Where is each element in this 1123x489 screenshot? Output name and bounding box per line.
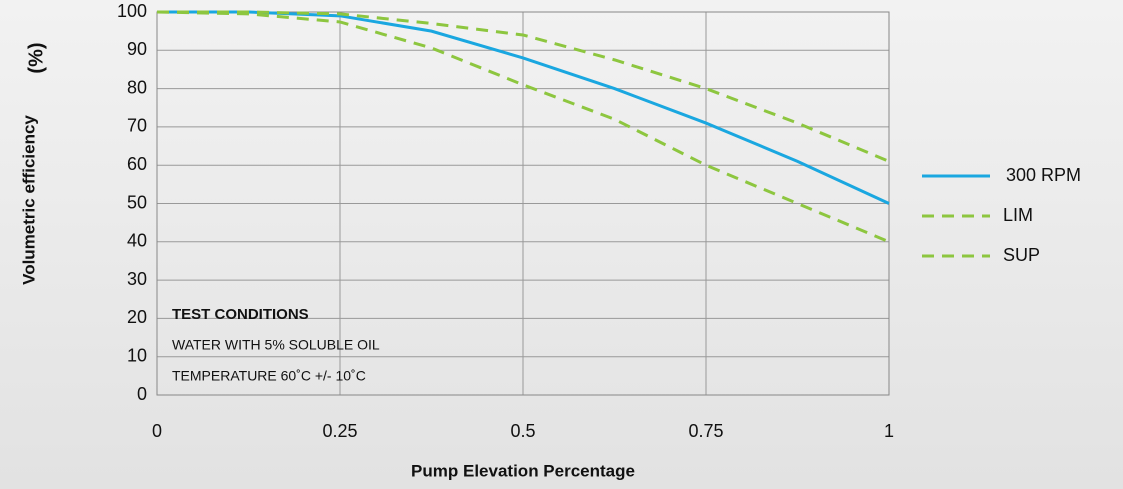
- x-tick-label: 0.75: [688, 421, 723, 441]
- y-tick-label: 70: [127, 116, 147, 136]
- y-tick-label: 30: [127, 269, 147, 289]
- x-tick-label: 1: [884, 421, 894, 441]
- y-tick-label: 90: [127, 39, 147, 59]
- y-tick-label: 50: [127, 192, 147, 212]
- x-tick-label: 0: [152, 421, 162, 441]
- y-tick-label: 0: [137, 384, 147, 404]
- annotation-line: TEMPERATURE 60˚C +/- 10˚C: [172, 368, 366, 384]
- y-tick-label: 20: [127, 307, 147, 327]
- x-tick-label: 0.25: [322, 421, 357, 441]
- annotation-line: WATER WITH 5% SOLUBLE OIL: [172, 337, 380, 353]
- y-axis-unit: (%): [25, 42, 47, 73]
- x-tick-label: 0.5: [510, 421, 535, 441]
- legend-label: LIM: [1003, 205, 1033, 225]
- y-axis-label: Volumetric efficiency: [19, 115, 38, 285]
- legend-label: 300 RPM: [1006, 165, 1081, 185]
- annotation-title: TEST CONDITIONS: [172, 306, 309, 323]
- y-tick-label: 10: [127, 345, 147, 365]
- x-axis-label: Pump Elevation Percentage: [411, 461, 635, 480]
- series-line: [156, 10, 890, 244]
- y-tick-label: 80: [127, 77, 147, 97]
- y-tick-label: 60: [127, 154, 147, 174]
- y-tick-label: 40: [127, 231, 147, 251]
- series-line: [157, 10, 890, 163]
- legend-label: SUP: [1003, 245, 1040, 265]
- y-tick-label: 100: [117, 1, 147, 21]
